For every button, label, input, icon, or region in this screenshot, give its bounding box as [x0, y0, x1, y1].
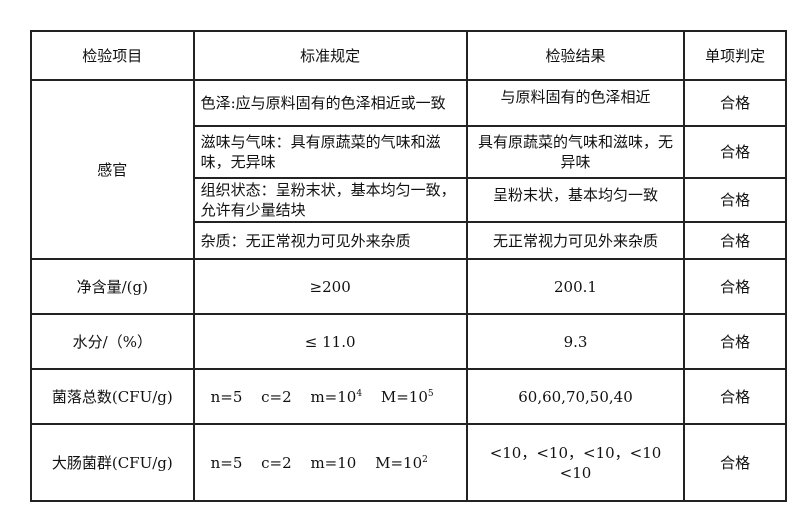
standard-cell: ≥200	[192, 258, 468, 315]
result-cell: 呈粉末状，基本均匀一致	[465, 177, 686, 223]
m-value: m=10	[310, 453, 357, 472]
standard-cell: 杂质：无正常视力可见外来杂质	[192, 221, 468, 260]
table-row: 滋味与气味：具有原蔬菜的气味和滋味，无异味 具有原蔬菜的气味和滋味，无异味 合格	[31, 125, 787, 179]
standard-cell: ≤ 11.0	[192, 313, 468, 370]
M-exponent: 2	[422, 454, 428, 465]
n-value: n=5	[210, 387, 243, 406]
table-row: 杂质：无正常视力可见外来杂质 无正常视力可见外来杂质 合格	[31, 221, 787, 260]
result-cell: 与原料固有的色泽相近	[465, 79, 686, 127]
m-exponent: 4	[356, 388, 363, 399]
header-verdict: 单项判定	[683, 30, 787, 81]
verdict-cell: 合格	[683, 258, 787, 315]
verdict-cell: 合格	[683, 368, 787, 425]
table-row: 水分/（%） ≤ 11.0 9.3 合格	[30, 313, 787, 370]
result-cell: 60,60,70,50,40	[465, 368, 686, 425]
result-cell: 200.1	[465, 258, 686, 315]
standard-cell: 色泽:应与原料固有的色泽相近或一致	[192, 79, 468, 127]
table-row: 大肠菌群(CFU/g) n=5 c=2 m=10 M=102 <10，<10，<…	[30, 423, 787, 502]
m-value: m=10	[310, 387, 357, 406]
standard-cell: 组织状态：呈粉末状，基本均匀一致，允许有少量结块	[192, 177, 468, 223]
result-cell: <10，<10，<10，<10 <10	[465, 423, 686, 502]
verdict-cell: 合格	[683, 177, 787, 223]
item-cell: 菌落总数(CFU/g)	[30, 368, 195, 425]
table-row: 净含量/(g) ≥200 200.1 合格	[30, 258, 787, 315]
standard-cell: n=5 c=2 m=10 M=102	[192, 423, 468, 502]
n-value: n=5	[210, 453, 243, 472]
sensory-label: 感官	[30, 79, 195, 260]
item-cell: 净含量/(g)	[30, 258, 195, 315]
c-value: c=2	[261, 387, 292, 406]
result-cell: 具有原蔬菜的气味和滋味，无异味	[465, 125, 686, 179]
table-row: 感官 色泽:应与原料固有的色泽相近或一致 与原料固有的色泽相近 合格	[30, 79, 787, 260]
verdict-cell: 合格	[683, 79, 787, 127]
c-value: c=2	[261, 453, 292, 472]
M-value: M=10	[380, 387, 428, 406]
header-result: 检验结果	[465, 30, 686, 81]
verdict-cell: 合格	[683, 221, 787, 260]
M-exponent: 5	[427, 388, 434, 399]
verdict-cell: 合格	[683, 125, 787, 179]
verdict-cell: 合格	[683, 423, 787, 502]
verdict-cell: 合格	[683, 313, 787, 370]
item-cell: 水分/（%）	[30, 313, 195, 370]
table-row: 组织状态：呈粉末状，基本均匀一致，允许有少量结块 呈粉末状，基本均匀一致 合格	[31, 177, 787, 223]
header-standard: 标准规定	[192, 30, 468, 81]
M-value: M=10	[375, 453, 423, 472]
inspection-table: 检验项目 标准规定 检验结果 单项判定 感官 色泽:应与原料固有的色泽相近或一致…	[30, 30, 787, 502]
item-cell: 大肠菌群(CFU/g)	[30, 423, 195, 502]
result-cell: 无正常视力可见外来杂质	[465, 221, 686, 260]
header-item: 检验项目	[30, 30, 195, 81]
standard-cell: 滋味与气味：具有原蔬菜的气味和滋味，无异味	[192, 125, 468, 179]
standard-cell: n=5 c=2 m=104 M=105	[192, 368, 468, 425]
table-row: 菌落总数(CFU/g) n=5 c=2 m=104 M=105 60,60,70…	[30, 368, 787, 425]
header-row: 检验项目 标准规定 检验结果 单项判定	[30, 30, 787, 81]
result-cell: 9.3	[465, 313, 686, 370]
